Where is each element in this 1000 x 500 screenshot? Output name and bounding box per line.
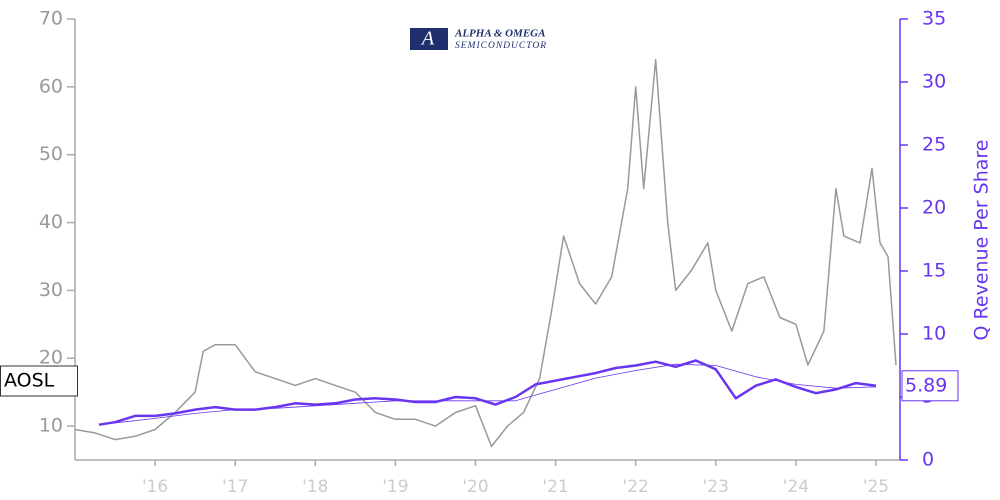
x-tick-label: '19 [382, 477, 408, 497]
x-tick-label: '16 [142, 477, 168, 497]
series-line [98, 363, 877, 426]
logo: A ALPHA & OMEGA SEMICONDUCTOR [410, 28, 547, 51]
series-line [74, 58, 897, 448]
last-value-box [901, 370, 959, 402]
x-tick-label: '18 [302, 477, 328, 497]
logo-sub: SEMICONDUCTOR [455, 41, 547, 51]
y2-tick-label: 15 [922, 260, 946, 282]
logo-name: ALPHA & OMEGA [454, 28, 545, 40]
y2-tick-label: 10 [922, 323, 946, 345]
y2-tick-label: 0 [922, 449, 934, 471]
y-tick-label: 30 [39, 279, 63, 301]
y2-tick-label: 25 [922, 134, 946, 156]
y-tick-label: 60 [39, 75, 63, 97]
y-tick-label: 50 [39, 143, 63, 165]
x-tick-label: '25 [863, 477, 889, 497]
y-tick-label: 20 [39, 347, 63, 369]
y2-axis-title: Q Revenue Per Share [971, 140, 993, 341]
x-tick-label: '24 [783, 477, 809, 497]
y2-tick-label: 35 [922, 8, 946, 30]
last-value-label: 5.89 [905, 374, 947, 396]
x-tick-label: '17 [222, 477, 248, 497]
y-tick-label: 40 [39, 211, 63, 233]
ticker-box [0, 365, 78, 397]
logo-mark [410, 28, 448, 50]
series-line [98, 359, 877, 426]
x-tick-label: '23 [703, 477, 729, 497]
y2-tick-label: 30 [922, 71, 946, 93]
x-tick-label: '21 [542, 477, 568, 497]
logo-glyph: A [420, 28, 435, 50]
x-tick-label: '22 [623, 477, 649, 497]
ticker-label: AOSL [4, 370, 55, 392]
x-tick-label: '20 [462, 477, 488, 497]
y-tick-label: 10 [39, 415, 63, 437]
y2-tick-label: 20 [922, 197, 946, 219]
y-tick-label: 70 [39, 8, 63, 30]
